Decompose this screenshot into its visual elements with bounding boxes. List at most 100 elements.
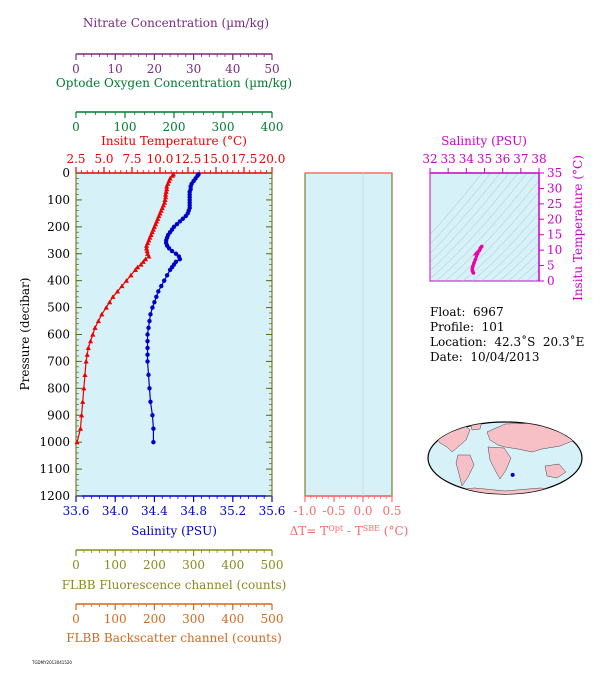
temperature-point — [79, 412, 85, 418]
temperature-point — [90, 331, 96, 337]
temperature-point — [138, 261, 144, 267]
ts-salinity-tick-label: 36 — [495, 152, 510, 166]
salinity-tick-label: 35.2 — [219, 504, 246, 518]
ts-salinity-tick-label: 37 — [513, 152, 528, 166]
salinity-point — [145, 339, 150, 344]
pressure-tick-label: 400 — [47, 274, 70, 288]
ts-salinity-tick-label: 34 — [459, 152, 475, 166]
temperature-point — [119, 283, 125, 289]
salinity-tick-label: 33.6 — [63, 504, 90, 518]
temperature-point — [162, 197, 168, 202]
map-land-south-america — [455, 454, 475, 487]
pressure-tick-label: 700 — [47, 354, 70, 368]
temperature-point — [85, 345, 91, 351]
nitrate-tick-label: 50 — [264, 62, 279, 76]
delta-t-tick-label: 0.0 — [353, 504, 372, 518]
backscatter-tick-label: 100 — [104, 612, 127, 626]
float-location: Location: 42.3˚S 20.3˚E — [430, 335, 585, 349]
temperature-point — [103, 304, 109, 310]
ts-salinity-tick-label: 38 — [531, 152, 546, 166]
ts-temperature-axis-title: Insitu Temperature (°C) — [571, 155, 585, 301]
salinity-point — [166, 246, 172, 251]
pressure-tick-label: 200 — [47, 220, 70, 234]
oxygen-tick-label: 0 — [72, 120, 80, 134]
temperature-point — [107, 299, 113, 305]
ts-temperature-tick-label: 25 — [547, 197, 562, 211]
delta-t-plot: -1.0 -0.5 0.0 0.5 ΔT= TOpt - TSBE (°C) — [290, 172, 409, 539]
profile-number: Profile: 101 — [430, 320, 505, 334]
salinity-point — [151, 439, 156, 445]
float-info-panel: Float: 6967 Profile: 101 Location: 42.3˚… — [430, 305, 584, 365]
nitrate-tick-label: 0 — [72, 62, 80, 76]
pressure-tick-label: 100 — [47, 193, 70, 207]
world-map — [427, 421, 583, 495]
temperature-point — [110, 294, 116, 299]
ts-temperature-tick-label: 35 — [547, 166, 562, 180]
nitrate-tick-label: 30 — [186, 62, 201, 76]
salinity-point — [177, 219, 183, 224]
salinity-tick-label: 35.6 — [259, 504, 286, 518]
backscatter-tick-label: 500 — [261, 612, 284, 626]
temperature-point — [142, 256, 149, 262]
pressure-tick-label: 900 — [47, 408, 70, 422]
temperature-point — [99, 311, 105, 317]
pressure-tick-label: 0 — [62, 166, 70, 180]
salinity-point — [145, 345, 150, 351]
ts-temperature-tick-label: 20 — [547, 212, 562, 226]
pressure-tick-label: 500 — [47, 301, 70, 315]
temperature-point — [169, 173, 175, 178]
temperature-point — [77, 426, 84, 431]
ts-temperature-tick-label: 5 — [547, 259, 555, 273]
ts-density-contour — [444, 180, 539, 281]
temperature-point — [143, 243, 150, 248]
salinity-point — [177, 256, 183, 262]
salinity-point — [146, 325, 151, 330]
fluorescence-tick-label: 100 — [104, 558, 127, 572]
temperature-point — [140, 259, 146, 264]
fluorescence-tick-label: 200 — [143, 558, 166, 572]
ts-density-contour — [430, 173, 519, 272]
oxygen-tick-label: 400 — [261, 120, 284, 134]
salinity-tick-label: 34.8 — [180, 504, 207, 518]
ts-density-contour — [430, 173, 501, 254]
float-location-marker — [510, 472, 515, 477]
pressure-tick-label: 800 — [47, 381, 70, 395]
salinity-point — [169, 248, 175, 254]
ts-density-contour — [430, 173, 492, 245]
ts-salinity-axis-title: Salinity (PSU) — [441, 134, 527, 148]
ts-density-contour — [534, 277, 539, 281]
temperature-point — [146, 253, 152, 259]
temperature-point — [144, 248, 150, 254]
fluorescence-axis: FLBB Fluorescence channel (counts) 0 100 2… — [62, 549, 286, 592]
temperature-point — [83, 358, 89, 364]
salinity-point — [167, 267, 173, 273]
salinity-point — [180, 216, 186, 221]
ts-density-contour — [471, 212, 539, 281]
ts-salinity-tick-label: 33 — [441, 152, 456, 166]
ts-point — [471, 271, 476, 275]
temperature-tick-label: 12.5 — [175, 152, 202, 166]
ts-density-contour — [480, 223, 539, 281]
backscatter-axis: FLBB Backscatter channel (counts) 0 100 20… — [66, 603, 284, 645]
pressure-tick-label: 300 — [47, 247, 70, 261]
nitrate-tick-label: 40 — [225, 62, 240, 76]
salinity-point — [148, 399, 153, 404]
ts-density-contour — [498, 242, 539, 281]
float-id: Float: 6967 — [430, 305, 504, 319]
fluorescence-tick-label: 300 — [182, 558, 205, 572]
oxygen-tick-label: 300 — [212, 120, 235, 134]
temperature-point — [82, 372, 88, 377]
delta-t-axis-title: ΔT= TOpt - TSBE (°C) — [290, 524, 409, 539]
salinity-tick-label: 34.4 — [141, 504, 168, 518]
ts-density-contour — [516, 261, 539, 281]
temperature-point — [74, 439, 80, 445]
temperature-tick-label: 20.0 — [259, 152, 286, 166]
salinity-point — [174, 221, 180, 227]
ts-point — [473, 257, 478, 262]
temperature-point — [114, 288, 121, 294]
nitrate-axis: Nitrate Concentration (µm/kg) 0 10 20 30 40 5… — [72, 16, 279, 76]
delta-t-plot-background — [304, 172, 393, 497]
temperature-point — [81, 385, 87, 391]
